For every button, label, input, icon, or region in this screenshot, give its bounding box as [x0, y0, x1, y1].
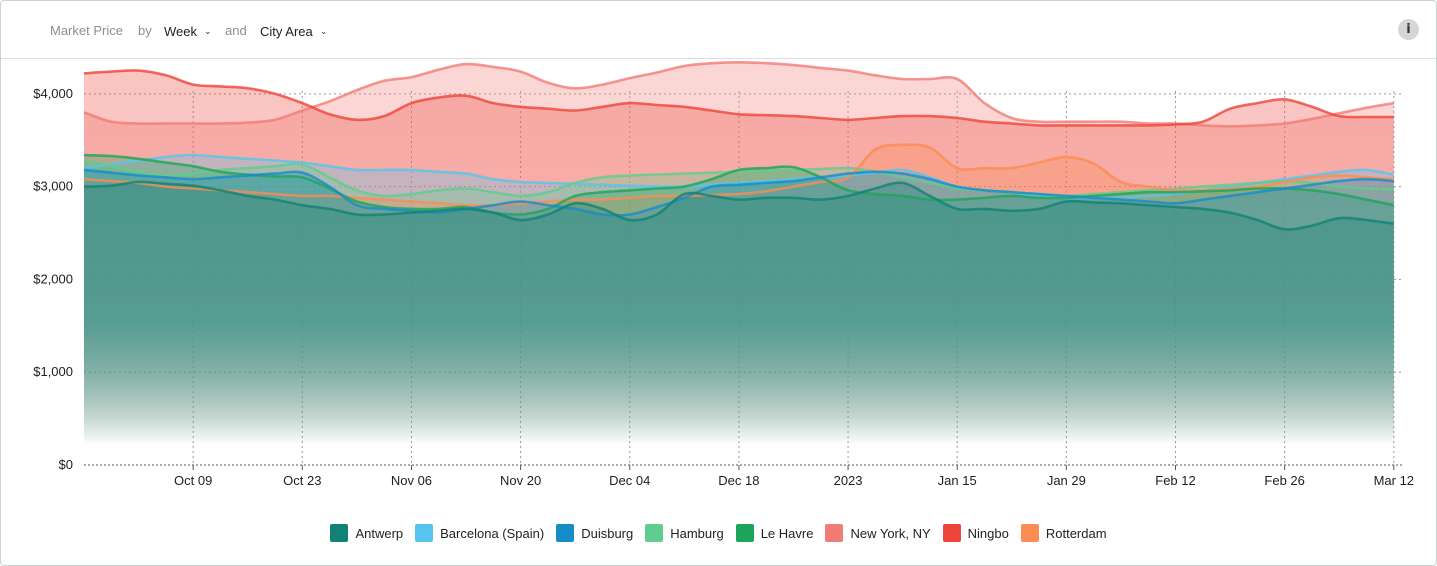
- legend-item-le-havre[interactable]: Le Havre: [735, 524, 814, 542]
- x-tick-label: Nov 20: [500, 473, 541, 488]
- legend-item-new-york-ny[interactable]: New York, NY: [825, 524, 931, 542]
- legend-label: Ningbo: [967, 525, 1009, 541]
- period-value: Week: [164, 24, 197, 39]
- legend-label: Rotterdam: [1045, 525, 1107, 541]
- legend-label: Duisburg: [581, 525, 634, 541]
- x-tick-label: Feb 12: [1155, 473, 1195, 488]
- x-axis: Oct 09 Oct 23 Nov 06 Nov 20 Dec 04 Dec 18 2023…: [174, 465, 1414, 488]
- x-tick-label: Oct 23: [283, 473, 321, 488]
- x-tick-label: Dec 04: [609, 473, 650, 488]
- legend-label: Hamburg: [670, 525, 724, 541]
- y-tick-label: $2,000: [33, 271, 73, 286]
- by-label: by: [138, 23, 152, 38]
- x-tick-label: Oct 09: [174, 473, 212, 488]
- x-tick-label: Feb 26: [1264, 473, 1304, 488]
- legend-item-duisburg[interactable]: Duisburg: [556, 524, 633, 542]
- x-tick-label: Mar 12: [1374, 473, 1414, 488]
- y-tick-label: $1,000: [33, 364, 73, 379]
- legend-item-barcelona-spain[interactable]: Barcelona (Spain): [415, 524, 544, 542]
- chart-header: Market Price by Week ⌄ and City Area ⌄ i: [1, 1, 1436, 59]
- and-label: and: [225, 23, 247, 38]
- x-tick-label: Nov 06: [391, 473, 432, 488]
- y-tick-label: $0: [59, 457, 73, 472]
- x-tick-label: 2023: [834, 473, 863, 488]
- legend-swatch: [330, 524, 349, 542]
- x-tick-label: Dec 18: [718, 473, 759, 488]
- legend-label: New York, NY: [850, 525, 931, 541]
- series-areas: [84, 62, 1394, 446]
- legend-swatch: [645, 524, 664, 542]
- y-tick-label: $4,000: [33, 86, 73, 101]
- group-value: City Area: [260, 24, 313, 39]
- legend-item-rotterdam[interactable]: Rotterdam: [1020, 524, 1107, 542]
- y-tick-label: $3,000: [33, 179, 73, 194]
- line-ningbo[interactable]: [83, 69, 1394, 127]
- chevron-down-icon: ⌄: [319, 26, 328, 36]
- legend: Antwerp Barcelona (Spain) Duisburg Hamburg L…: [0, 524, 1437, 542]
- chevron-down-icon: ⌄: [204, 26, 212, 36]
- line-barcelona-spain[interactable]: [83, 153, 1395, 200]
- line-duisburg[interactable]: [83, 168, 1394, 217]
- legend-swatch: [1020, 524, 1039, 542]
- legend-swatch: [825, 524, 844, 542]
- legend-swatch: [556, 524, 575, 542]
- metric-label: Market Price: [50, 23, 123, 38]
- area-antwerp: [84, 181, 1394, 446]
- x-tick-label: Jan 15: [938, 473, 977, 488]
- group-dropdown[interactable]: City Area ⌄: [260, 23, 327, 40]
- legend-item-antwerp[interactable]: Antwerp: [330, 524, 403, 542]
- legend-swatch: [735, 524, 754, 542]
- line-le-havre[interactable]: [83, 153, 1395, 216]
- line-rotterdam[interactable]: [83, 143, 1394, 207]
- legend-swatch: [415, 524, 434, 542]
- legend-label: Barcelona (Spain): [440, 525, 545, 541]
- legend-item-ningbo[interactable]: Ningbo: [942, 524, 1009, 542]
- area-chart: $0 $1,000 $2,000 $3,000 $4,000 Oct 09 Oct 23 N…: [33, 61, 1414, 488]
- legend-label: Le Havre: [760, 525, 814, 541]
- legend-label: Antwerp: [355, 525, 404, 541]
- period-dropdown[interactable]: Week ⌄: [164, 23, 212, 40]
- info-icon[interactable]: i: [1398, 19, 1419, 40]
- line-hamburg[interactable]: [83, 159, 1394, 198]
- x-tick-label: Jan 29: [1047, 473, 1086, 488]
- y-axis: $0 $1,000 $2,000 $3,000 $4,000: [33, 86, 73, 472]
- legend-item-hamburg[interactable]: Hamburg: [645, 524, 724, 542]
- legend-swatch: [942, 524, 961, 542]
- series-lines: [83, 61, 1395, 231]
- line-antwerp[interactable]: [83, 180, 1394, 231]
